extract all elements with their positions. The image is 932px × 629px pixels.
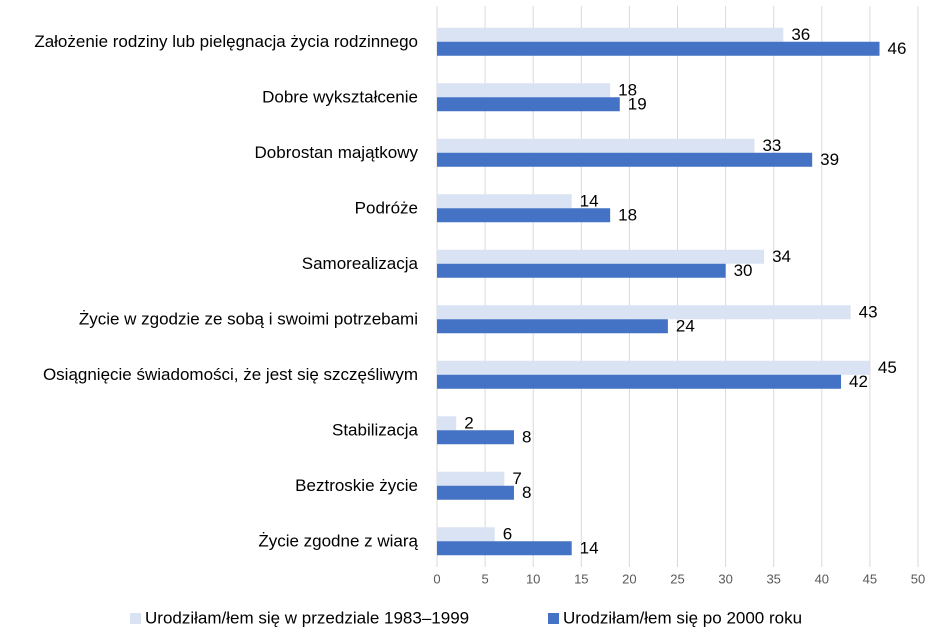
x-tick-label: 35: [766, 571, 780, 586]
value-label: 34: [772, 247, 791, 266]
bar: [437, 430, 514, 445]
x-tick-label: 15: [574, 571, 588, 586]
value-label: 24: [676, 317, 695, 336]
legend-swatch: [548, 613, 559, 624]
value-label: 14: [580, 539, 599, 558]
category-label: Stabilizacja: [332, 421, 419, 440]
x-tick-label: 45: [863, 571, 877, 586]
value-label: 46: [888, 39, 907, 58]
value-label: 19: [628, 95, 647, 114]
x-tick-label: 0: [433, 571, 440, 586]
value-label: 6: [503, 525, 512, 544]
x-tick-label: 5: [481, 571, 488, 586]
value-label: 43: [859, 303, 878, 322]
x-tick-label: 30: [718, 571, 732, 586]
category-label: Podróże: [355, 199, 418, 218]
bar: [437, 485, 514, 500]
value-label: 8: [522, 483, 531, 502]
bar: [437, 416, 457, 431]
value-label: 45: [878, 358, 897, 377]
value-label: 30: [734, 261, 753, 280]
bar: [437, 541, 572, 556]
category-label: Osiągnięcie świadomości, że jest się szc…: [43, 365, 418, 384]
bar: [437, 249, 765, 264]
x-tick-label: 25: [670, 571, 684, 586]
legend-swatch: [130, 613, 141, 624]
bar: [437, 83, 611, 98]
value-label: 14: [580, 192, 599, 211]
x-tick-label: 20: [622, 571, 636, 586]
bar: [437, 27, 784, 42]
value-label: 18: [618, 206, 637, 225]
category-label: Dobre wykształcenie: [262, 88, 418, 107]
bar: [437, 138, 755, 153]
bar: [437, 152, 813, 167]
category-label: Samorealizacja: [302, 254, 419, 273]
value-label: 8: [522, 428, 531, 447]
legend-label: Urodziłam/łem się po 2000 roku: [563, 608, 802, 627]
value-label: 18: [618, 81, 637, 100]
bar: [437, 527, 495, 542]
value-label: 42: [849, 372, 868, 391]
value-label: 33: [762, 136, 781, 155]
bar: [437, 97, 620, 112]
x-tick-label: 40: [815, 571, 829, 586]
bar: [437, 263, 726, 278]
bar: [437, 374, 842, 389]
bar: [437, 360, 870, 375]
x-tick-label: 10: [526, 571, 540, 586]
category-label: Założenie rodziny lub pielęgnacja życia …: [34, 32, 418, 51]
bar: [437, 319, 668, 334]
category-label: Beztroskie życie: [295, 476, 418, 495]
bar: [437, 471, 505, 486]
category-label: Dobrostan majątkowy: [255, 143, 419, 162]
bar: [437, 305, 851, 320]
bar: [437, 41, 880, 56]
value-label: 39: [820, 150, 839, 169]
bar: [437, 194, 572, 209]
legend-label: Urodziłam/łem się w przedziale 1983–1999: [145, 608, 469, 627]
bar: [437, 208, 611, 223]
x-tick-label: 50: [911, 571, 925, 586]
category-label: Życie zgodne z wiarą: [258, 532, 418, 551]
value-label: 2: [464, 414, 473, 433]
value-label: 36: [791, 25, 810, 44]
value-label: 7: [512, 469, 521, 488]
category-label: Życie w zgodzie ze sobą i swoimi potrzeb…: [79, 310, 418, 329]
